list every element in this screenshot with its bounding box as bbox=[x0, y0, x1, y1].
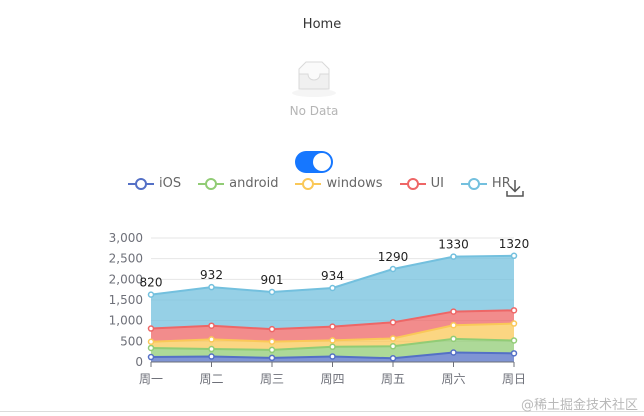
legend-marker-icon bbox=[198, 177, 225, 190]
data-point-ui bbox=[268, 325, 276, 333]
download-icon bbox=[506, 180, 524, 197]
legend-marker-icon bbox=[128, 177, 154, 190]
chart-legend: iOS android windows UI HR bbox=[128, 176, 528, 191]
x-tick-label: 周六 bbox=[441, 372, 465, 386]
y-tick-label: 500 bbox=[120, 334, 143, 348]
legend-label: HR bbox=[491, 176, 511, 191]
data-point-android bbox=[268, 346, 276, 354]
data-point-ios bbox=[510, 350, 518, 357]
empty-state: No Data bbox=[282, 60, 346, 118]
legend-label: android bbox=[229, 176, 279, 191]
legend-marker-icon bbox=[399, 177, 426, 190]
area-ui bbox=[151, 310, 514, 342]
data-point-ios bbox=[208, 353, 215, 360]
y-tick-label: 1,500 bbox=[109, 293, 143, 307]
bottom-divider bbox=[0, 411, 644, 412]
data-point-windows bbox=[268, 338, 276, 345]
legend-label: UI bbox=[430, 176, 444, 191]
data-point-ui bbox=[147, 325, 155, 332]
data-point-ios bbox=[389, 355, 397, 362]
data-point-ios bbox=[268, 354, 276, 362]
data-point-windows bbox=[389, 335, 397, 342]
y-tick-label: 0 bbox=[135, 355, 143, 369]
data-point-android bbox=[450, 335, 457, 343]
data-point-ios bbox=[329, 353, 336, 360]
data-point-ui bbox=[450, 308, 457, 315]
data-label: 1290 bbox=[378, 250, 409, 264]
data-point-windows bbox=[147, 338, 155, 345]
data-point-windows bbox=[329, 337, 336, 344]
legend-label: iOS bbox=[159, 176, 182, 191]
data-label: 932 bbox=[200, 268, 223, 282]
data-point-hr bbox=[450, 253, 457, 260]
x-tick-label: 周四 bbox=[320, 372, 344, 386]
data-point-ui bbox=[389, 319, 397, 326]
data-point-android bbox=[510, 337, 518, 344]
legend-item-windows[interactable]: windows bbox=[295, 176, 383, 191]
data-label: 1330 bbox=[438, 238, 469, 252]
legend-item-ui[interactable]: UI bbox=[399, 176, 444, 191]
x-tick-label: 周日 bbox=[502, 372, 526, 386]
area-hr bbox=[151, 255, 514, 330]
legend-label: windows bbox=[326, 176, 383, 191]
data-point-windows bbox=[510, 320, 518, 327]
data-point-hr bbox=[268, 288, 276, 296]
legend-item-ios[interactable]: iOS bbox=[128, 176, 181, 191]
toggle-knob bbox=[313, 153, 331, 171]
y-tick-label: 3,000 bbox=[109, 231, 143, 245]
data-point-ui bbox=[510, 307, 518, 314]
data-point-hr bbox=[329, 284, 336, 292]
empty-inbox-icon bbox=[292, 61, 336, 97]
x-tick-label: 周五 bbox=[381, 372, 405, 386]
data-point-hr bbox=[147, 291, 155, 298]
legend-item-hr[interactable]: HR bbox=[460, 176, 511, 191]
data-point-android bbox=[147, 344, 155, 352]
data-point-android bbox=[208, 345, 215, 353]
data-point-android bbox=[389, 343, 397, 350]
data-point-windows bbox=[208, 336, 215, 343]
area-windows bbox=[151, 323, 514, 350]
data-point-ui bbox=[208, 322, 215, 329]
data-point-hr bbox=[389, 265, 397, 273]
download-button[interactable] bbox=[505, 178, 525, 202]
data-label: 934 bbox=[321, 269, 344, 283]
x-tick-label: 周二 bbox=[199, 372, 223, 386]
x-tick-label: 周一 bbox=[139, 372, 163, 386]
data-label: 1320 bbox=[499, 237, 530, 251]
data-point-ios bbox=[147, 353, 155, 361]
data-label: 820 bbox=[140, 276, 163, 290]
data-point-hr bbox=[510, 252, 518, 260]
legend-marker-icon bbox=[295, 177, 322, 190]
legend-marker-icon bbox=[460, 177, 487, 190]
stacked-area-chart: 0 500 1,000 1,500 2,000 2,500 3,000 820 932 901 93… bbox=[109, 231, 530, 386]
x-tick-label: 周三 bbox=[260, 372, 284, 386]
page-title: Home bbox=[302, 17, 342, 32]
y-tick-label: 2,000 bbox=[109, 272, 143, 286]
toggle-switch[interactable] bbox=[295, 151, 333, 173]
data-point-windows bbox=[450, 321, 457, 329]
y-tick-label: 2,500 bbox=[109, 252, 143, 266]
data-point-ui bbox=[329, 323, 336, 330]
watermark: @稀土掘金技术社区 bbox=[520, 398, 638, 413]
data-label: 901 bbox=[261, 273, 284, 287]
empty-state-text: No Data bbox=[289, 104, 339, 118]
data-point-hr bbox=[208, 283, 215, 291]
data-point-ios bbox=[450, 349, 457, 356]
y-tick-label: 1,000 bbox=[109, 314, 143, 328]
legend-item-android[interactable]: android bbox=[198, 176, 278, 191]
data-point-android bbox=[329, 343, 336, 351]
